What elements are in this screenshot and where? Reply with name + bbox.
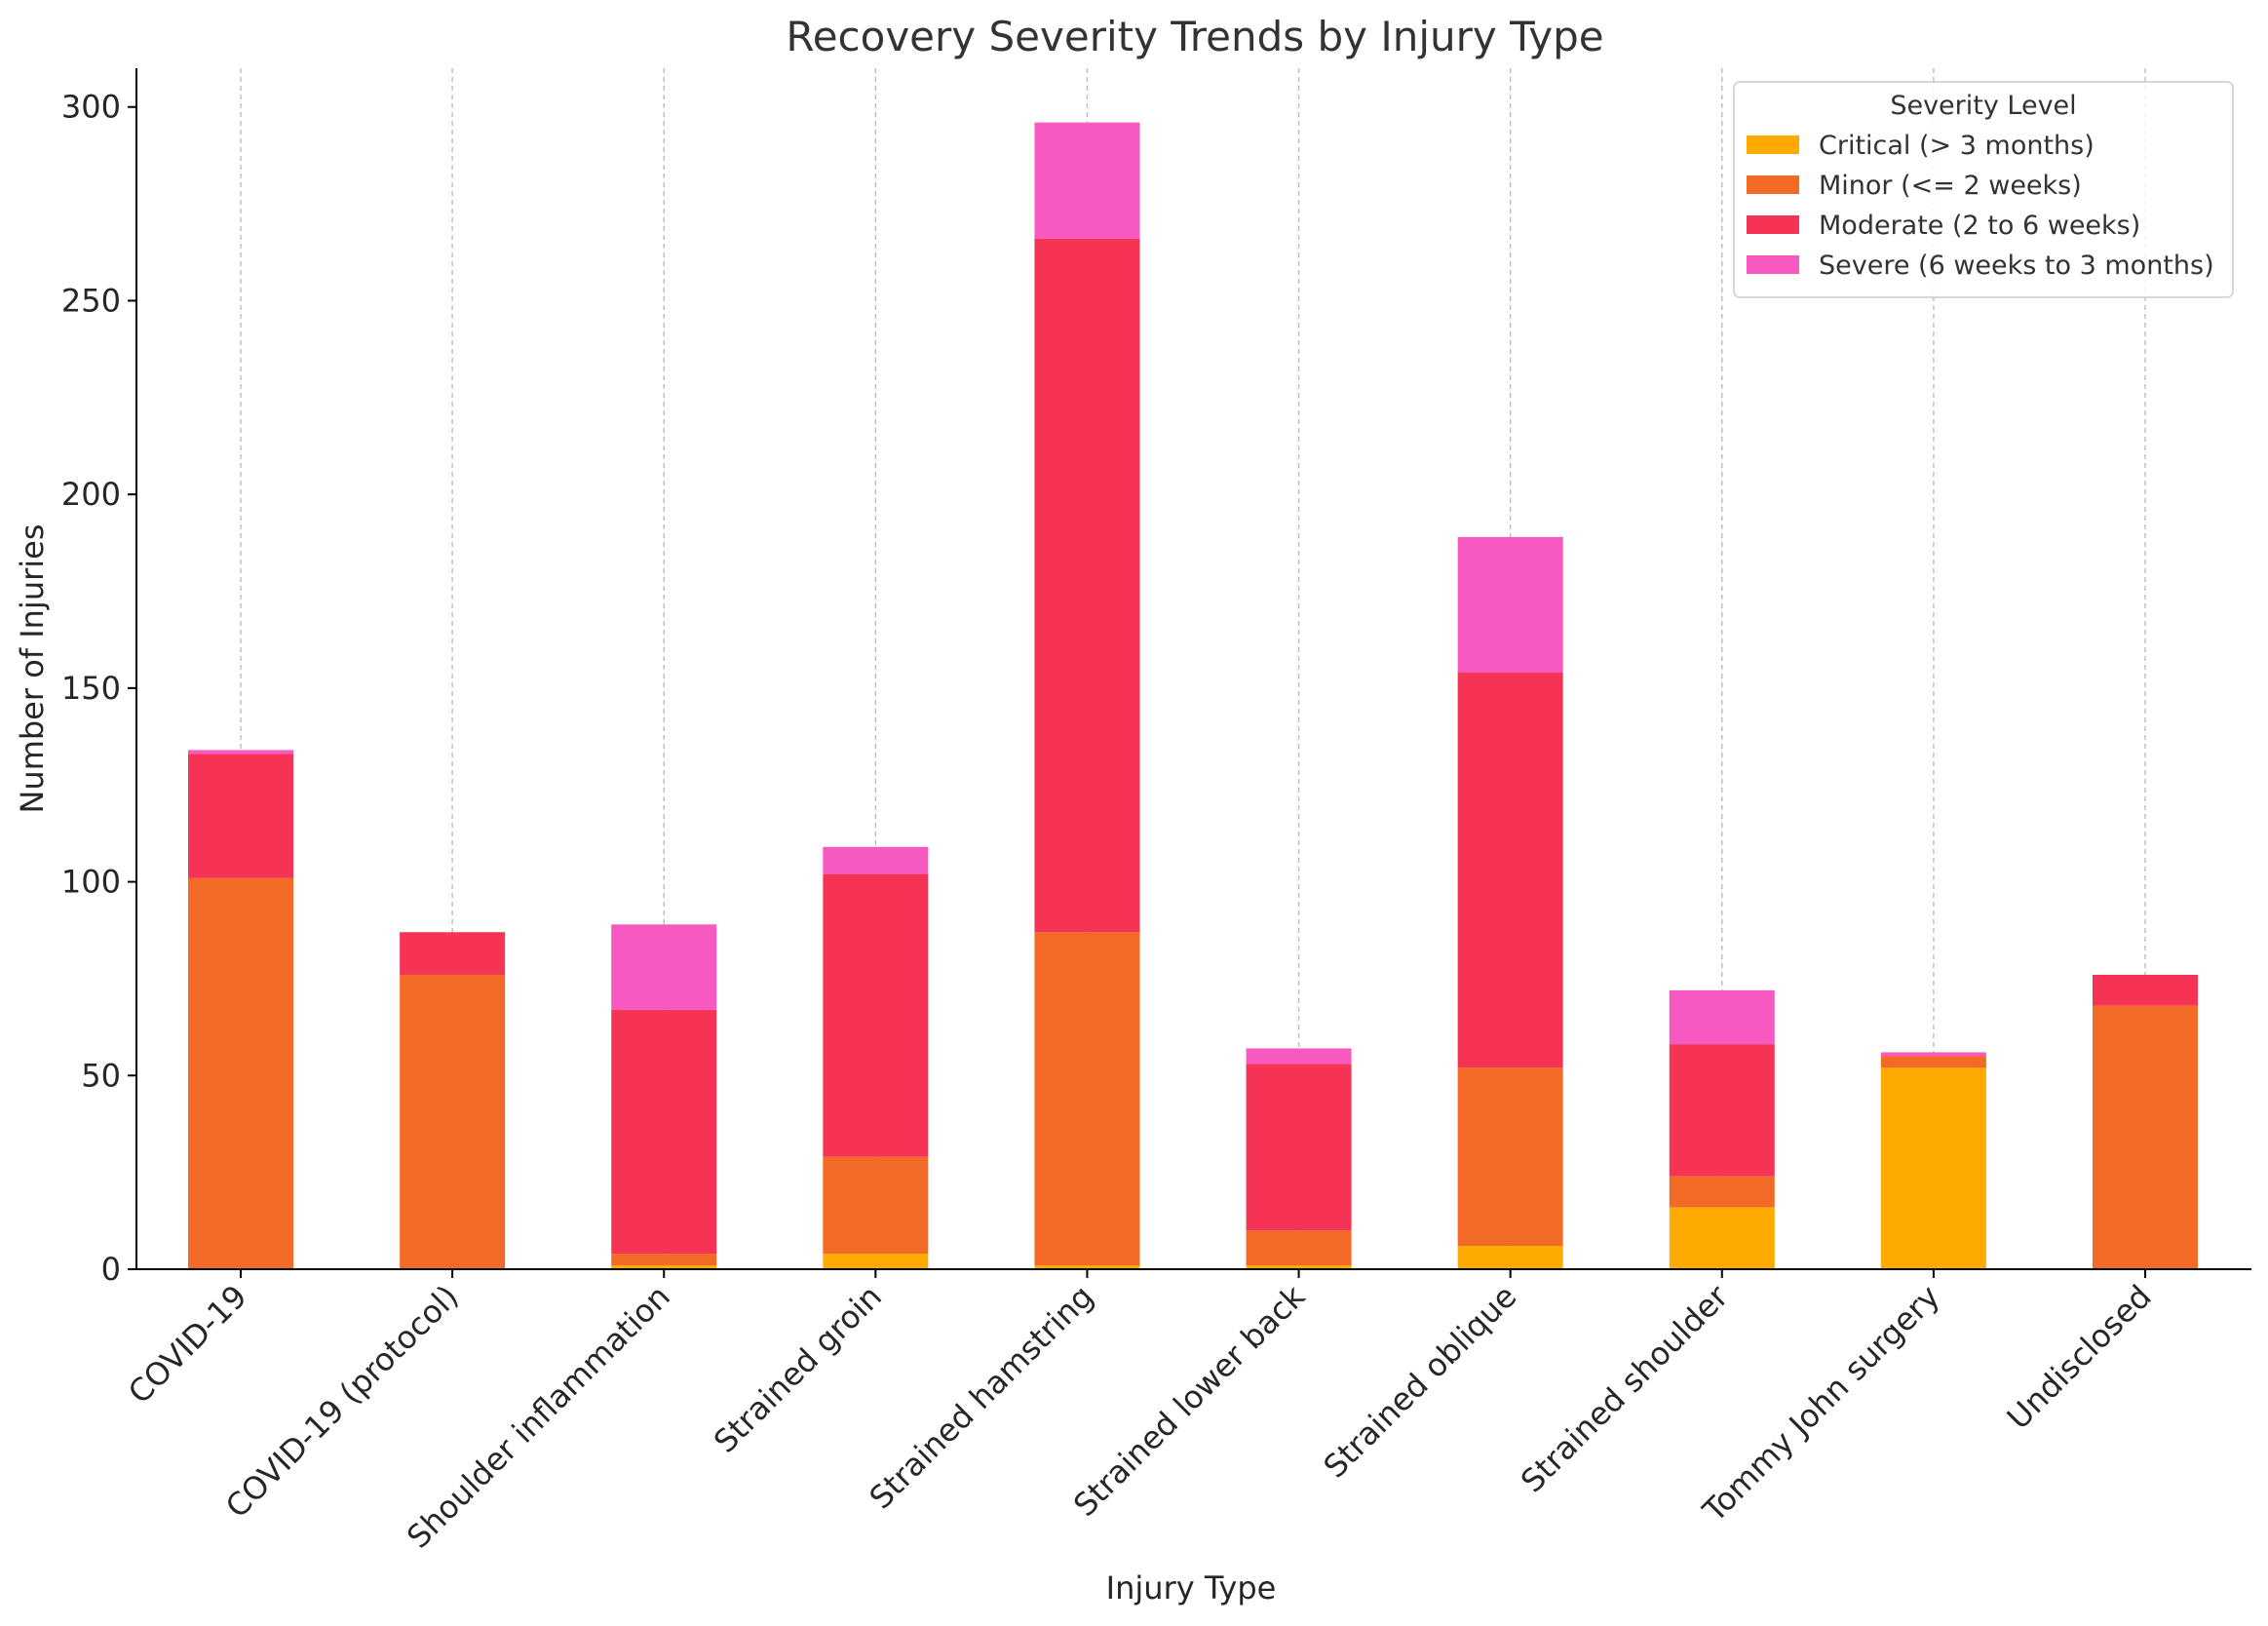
bar-segment (1880, 1056, 1986, 1068)
legend-title: Severity Level (1890, 91, 2076, 121)
bar-segment (611, 924, 717, 1010)
legend-frame (1733, 81, 2234, 298)
x-tick-label: Strained hamstring (863, 1278, 1101, 1517)
x-tick-label: Strained oblique (1317, 1278, 1524, 1486)
x-tick-label: Strained shoulder (1514, 1277, 1736, 1499)
bar-segment (611, 1009, 717, 1255)
legend-swatch (1747, 175, 1799, 194)
bar-segment (1880, 1067, 1986, 1269)
bar-segment (823, 1254, 929, 1269)
legend-label: Minor (<= 2 weeks) (1819, 171, 2082, 201)
bar-segment (400, 974, 506, 1269)
chart-title: Recovery Severity Trends by Injury Type (786, 13, 1603, 60)
legend-swatch (1747, 136, 1799, 154)
legend-swatch (1747, 215, 1799, 234)
bar-segment (1457, 1067, 1563, 1247)
x-tick-label: Strained lower back (1066, 1277, 1313, 1524)
bar-segment (1246, 1064, 1352, 1231)
bar-segment (2093, 1005, 2198, 1269)
bar-segment (823, 846, 929, 874)
legend-swatch (1747, 255, 1799, 274)
bar-segment (188, 754, 293, 878)
bar-segment (1880, 1052, 1986, 1057)
bar-segment (611, 1265, 717, 1269)
bar-segment (1034, 932, 1140, 1266)
y-tick-label: 150 (61, 670, 121, 707)
legend: Severity Level Critical (> 3 months) Mino… (1733, 81, 2234, 298)
bar-segment (2093, 974, 2198, 1006)
bar-segment (1246, 1265, 1352, 1269)
legend-label: Moderate (2 to 6 weeks) (1819, 211, 2140, 241)
y-tick-label: 200 (61, 476, 121, 513)
bar-segment (1034, 122, 1140, 239)
bar-segment (400, 932, 506, 975)
bar-segment (1457, 536, 1563, 673)
bar-segment (1669, 1176, 1775, 1208)
bar-segment (1246, 1048, 1352, 1065)
bars (188, 122, 2198, 1269)
axes (135, 68, 2251, 1270)
y-tick-label: 50 (81, 1057, 121, 1094)
bar-segment (1246, 1230, 1352, 1266)
x-tick-label: Strained groin (707, 1278, 889, 1460)
bar-segment (1457, 1246, 1563, 1269)
legend-items: Critical (> 3 months) Minor (<= 2 weeks) M… (1747, 131, 2214, 281)
y-ticks: 0 50 100 150 200 250 300 (61, 89, 136, 1288)
bar-segment (1669, 1044, 1775, 1177)
bar-segment (1669, 1207, 1775, 1269)
y-tick-label: 0 (101, 1251, 121, 1288)
x-axis-label: Injury Type (1106, 1569, 1277, 1607)
legend-label: Critical (> 3 months) (1819, 131, 2095, 161)
bar-segment (1034, 238, 1140, 933)
bar-segment (188, 877, 293, 1269)
bar-segment (1034, 1265, 1140, 1269)
y-tick-label: 100 (61, 864, 121, 901)
bar-segment (1457, 672, 1563, 1068)
x-tick-label: COVID-19 (protocol) (218, 1278, 466, 1526)
x-tick-label: Tommy John surgery (1695, 1278, 1946, 1529)
x-tick-label: Undisclosed (2000, 1278, 2159, 1437)
bar-segment (1669, 989, 1775, 1045)
y-tick-label: 300 (61, 89, 121, 126)
x-tick-label: COVID-19 (121, 1278, 254, 1412)
y-tick-label: 250 (61, 282, 121, 319)
bar-segment (823, 1156, 929, 1255)
y-axis-label: Number of Injuries (14, 523, 51, 813)
bar-segment (188, 750, 293, 755)
bar-segment (823, 873, 929, 1157)
legend-label: Severe (6 weeks to 3 months) (1819, 251, 2214, 281)
bar-segment (611, 1254, 717, 1266)
